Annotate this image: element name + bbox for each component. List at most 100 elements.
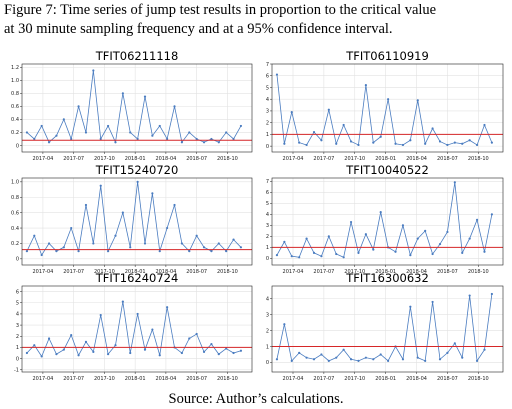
- panel: TFIT06110919 0 1 2 3 4 5 6 7 2017-04 2017-07 2017-1…: [266, 49, 504, 162]
- x-tick-label: 2017-10: [344, 156, 365, 162]
- data-point: [166, 226, 169, 230]
- y-tick-label: 3: [266, 223, 269, 229]
- data-point: [239, 246, 243, 249]
- data-point: [158, 250, 161, 253]
- y-tick-label: 1.0: [11, 78, 19, 84]
- y-tick-label: 6: [266, 190, 269, 196]
- panel: TFIT06211118 0 0.2 0.4 0.6 0.8 1.0 1.2 2017-04 20…: [11, 49, 253, 162]
- y-tick-label: 6: [266, 74, 269, 80]
- y-tick-label: 2: [266, 234, 269, 240]
- data-point: [47, 141, 51, 144]
- data-point: [275, 358, 279, 361]
- data-point: [210, 342, 213, 346]
- data-point: [217, 353, 220, 356]
- data-point: [349, 220, 353, 224]
- data-point: [327, 235, 330, 238]
- y-tick-label: 0.6: [11, 104, 19, 110]
- data-point: [173, 105, 176, 108]
- data-point: [180, 141, 183, 144]
- data-point: [387, 359, 390, 362]
- data-point: [438, 242, 442, 246]
- data-point: [335, 142, 338, 145]
- data-point: [275, 253, 279, 257]
- y-tick-label: 6: [16, 289, 19, 295]
- y-tick-label: 0: [266, 256, 269, 262]
- data-point: [77, 105, 80, 108]
- x-tick-label: 2018-07: [437, 376, 458, 382]
- data-point: [312, 251, 316, 254]
- data-point: [320, 255, 323, 258]
- data-point: [379, 135, 382, 138]
- data-point: [298, 141, 301, 144]
- x-tick-label: 2018-07: [186, 376, 207, 382]
- x-tick-label: 2018-07: [437, 156, 458, 162]
- data-point: [188, 131, 191, 134]
- series-line: [276, 182, 493, 258]
- data-point: [151, 328, 154, 331]
- data-point: [84, 203, 88, 207]
- y-tick-label: 5: [16, 301, 19, 307]
- data-point: [312, 358, 316, 361]
- data-point: [342, 256, 345, 259]
- y-tick-label: 0.4: [11, 117, 19, 123]
- y-tick-label: 0: [266, 144, 269, 150]
- data-point: [121, 92, 124, 95]
- y-tick-label: 1: [266, 344, 269, 350]
- data-point: [62, 246, 65, 249]
- data-point: [453, 141, 456, 144]
- data-point: [431, 300, 434, 304]
- data-point: [106, 353, 110, 356]
- data-point: [305, 237, 308, 240]
- x-tick-label: 2017-04: [283, 156, 304, 162]
- data-point: [490, 141, 493, 144]
- data-point: [121, 300, 124, 303]
- data-point: [468, 294, 471, 297]
- series-line: [276, 293, 493, 362]
- data-point: [129, 131, 132, 134]
- data-point: [151, 134, 154, 137]
- panel: TFIT10040522 0 1 2 3 4 5 6 7 2017-04 2017-07 2017-1…: [266, 163, 504, 275]
- data-point: [490, 292, 493, 296]
- panel-title: TFIT15240720: [95, 163, 179, 177]
- data-point: [225, 131, 228, 134]
- panel: TFIT15240720 0 0.2 0.4 0.6 0.8 1.0 2017-04 2017-…: [11, 163, 253, 275]
- data-point: [62, 348, 65, 351]
- data-point: [180, 351, 183, 355]
- data-point: [283, 142, 286, 145]
- data-point: [158, 124, 161, 128]
- data-point: [490, 213, 493, 216]
- data-point: [106, 124, 110, 128]
- data-point: [25, 250, 29, 253]
- data-point: [409, 139, 412, 142]
- data-point: [225, 250, 228, 253]
- plot-frame: [271, 63, 504, 153]
- y-tick-label: 1.0: [11, 180, 19, 186]
- data-point: [25, 351, 29, 355]
- caption-line: at 30 minute sampling frequency and at a…: [4, 21, 393, 37]
- data-point: [70, 137, 73, 141]
- data-point: [55, 250, 58, 253]
- x-tick-label: 2018-04: [155, 156, 176, 162]
- y-tick-label: 7: [266, 179, 269, 185]
- data-point: [446, 143, 449, 147]
- plot-frame: [21, 285, 253, 373]
- x-tick-label: 2017-07: [63, 269, 84, 275]
- data-point: [475, 359, 479, 362]
- data-point: [409, 253, 412, 257]
- y-tick-label: 1: [266, 245, 269, 251]
- data-point: [283, 240, 286, 243]
- data-point: [305, 356, 308, 359]
- data-point: [424, 142, 427, 145]
- panel: TFIT16300632 0 1 2 3 4 2017-04 2017-07 2017-10 20…: [266, 271, 504, 382]
- y-tick-label: 4: [266, 97, 269, 103]
- x-tick-label: 2018-10: [217, 156, 238, 162]
- data-point: [99, 313, 102, 317]
- data-point: [47, 337, 51, 340]
- data-point: [99, 184, 102, 187]
- x-tick-label: 2018-01: [125, 156, 146, 162]
- data-point: [468, 139, 471, 142]
- data-point: [195, 234, 198, 237]
- data-point: [475, 218, 479, 221]
- data-point: [416, 356, 419, 359]
- data-point: [409, 305, 412, 308]
